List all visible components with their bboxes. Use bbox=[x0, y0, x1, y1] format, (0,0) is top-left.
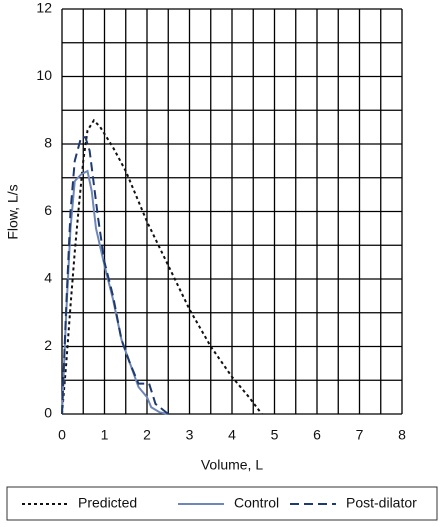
x-tick-label: 5 bbox=[271, 427, 279, 443]
x-tick-label: 8 bbox=[398, 427, 406, 443]
legend-label: Control bbox=[234, 495, 279, 511]
x-tick-label: 0 bbox=[58, 427, 66, 443]
legend-label: Post-dilator bbox=[346, 495, 417, 511]
x-tick-label: 6 bbox=[313, 427, 321, 443]
y-axis-label: Flow, L/s bbox=[5, 184, 21, 239]
x-tick-label: 4 bbox=[228, 427, 236, 443]
x-tick-label: 3 bbox=[186, 427, 194, 443]
series-line bbox=[61, 136, 169, 415]
legend-label: Predicted bbox=[78, 495, 137, 511]
y-tick-label: 4 bbox=[44, 270, 52, 286]
y-tick-label: 8 bbox=[44, 135, 52, 151]
y-tick-label: 6 bbox=[44, 202, 52, 218]
series-line bbox=[61, 169, 169, 415]
y-tick-label: 2 bbox=[44, 337, 52, 353]
y-tick-label: 12 bbox=[36, 0, 52, 16]
x-axis-label: Volume, L bbox=[201, 457, 263, 473]
x-tick-label: 2 bbox=[143, 427, 151, 443]
legend-box bbox=[6, 486, 438, 521]
x-tick-label: 7 bbox=[356, 427, 364, 443]
y-tick-label: 10 bbox=[36, 67, 52, 83]
y-tick-label: 0 bbox=[44, 405, 52, 421]
series-line bbox=[61, 118, 263, 415]
x-tick-label: 1 bbox=[101, 427, 109, 443]
